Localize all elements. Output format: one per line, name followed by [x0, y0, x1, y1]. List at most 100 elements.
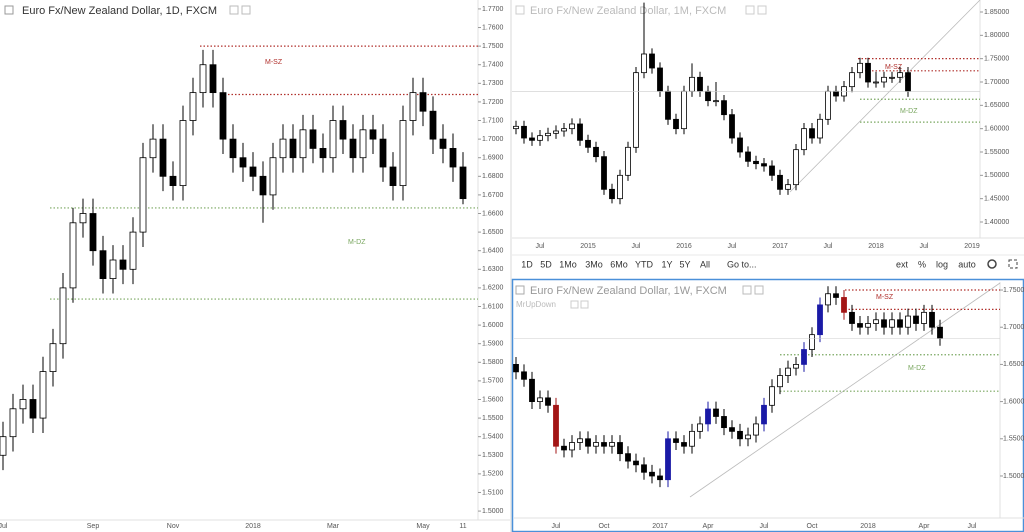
- x-tick-label: 2019: [964, 243, 980, 250]
- x-tick-label: Oct: [599, 523, 610, 530]
- candle-body: [849, 311, 855, 324]
- range-button[interactable]: 6Mo: [610, 259, 628, 269]
- candle-body: [673, 118, 679, 130]
- candle-body: [553, 130, 559, 134]
- y-tick-label: 1.5400: [482, 434, 504, 441]
- y-tick-label: 1.65000: [984, 102, 1009, 109]
- scale-option[interactable]: ext: [896, 259, 909, 269]
- scale-option[interactable]: %: [918, 259, 926, 269]
- candle-body: [689, 430, 695, 447]
- candle-body: [9, 408, 17, 438]
- candle-body: [0, 436, 7, 456]
- candle-body: [833, 90, 839, 97]
- candle-body: [369, 129, 377, 140]
- scale-option[interactable]: log: [936, 259, 948, 269]
- settings-gear[interactable]: [987, 259, 997, 269]
- range-button[interactable]: 3Mo: [585, 259, 603, 269]
- range-button[interactable]: 5Y: [679, 259, 690, 269]
- candle-body: [279, 138, 287, 159]
- close-icon[interactable]: [754, 285, 764, 295]
- range-button[interactable]: 1D: [521, 259, 533, 269]
- collapse-icon[interactable]: [515, 285, 525, 295]
- y-tick-label: 1.80000: [984, 32, 1009, 39]
- candle-body: [209, 64, 217, 94]
- x-tick-label: Jul: [824, 243, 833, 250]
- candle-body: [737, 430, 743, 440]
- candle-body: [379, 138, 387, 168]
- candle-body: [865, 62, 871, 83]
- candle-body: [841, 297, 847, 313]
- candle-body: [529, 137, 535, 141]
- candle-body: [873, 81, 879, 84]
- settings-icon[interactable]: [745, 5, 755, 15]
- candle-body: [319, 148, 327, 159]
- range-button[interactable]: All: [700, 259, 710, 269]
- candle-body: [585, 438, 591, 447]
- candle-body: [513, 125, 519, 130]
- candle-body: [817, 304, 823, 336]
- y-tick-label: 1.65000: [1003, 361, 1024, 368]
- candle-body: [873, 319, 879, 324]
- collapse-icon[interactable]: [515, 5, 525, 15]
- settings-icon[interactable]: [570, 300, 579, 309]
- candle-body: [199, 64, 207, 94]
- settings-icon[interactable]: [742, 285, 752, 295]
- candle-body: [179, 120, 187, 187]
- y-tick-label: 1.60000: [984, 126, 1009, 133]
- candle-body: [905, 72, 911, 92]
- candle-body: [657, 475, 663, 481]
- candle-body: [833, 293, 839, 298]
- y-tick-label: 1.6700: [482, 192, 504, 199]
- candle-body: [625, 146, 631, 176]
- candle-body: [745, 434, 751, 440]
- candle-body: [825, 293, 831, 306]
- zone-label: M-SZ: [876, 294, 894, 301]
- candle-body: [249, 166, 257, 177]
- settings-icon[interactable]: [229, 5, 239, 15]
- candle-body: [59, 287, 67, 345]
- candle-body: [449, 148, 457, 168]
- candle-body: [439, 138, 447, 149]
- candle-body: [49, 343, 57, 372]
- collapse-icon[interactable]: [4, 5, 14, 15]
- fullscreen-icon[interactable]: [1008, 259, 1018, 269]
- candle-body: [721, 416, 727, 429]
- candle-body: [729, 114, 735, 139]
- x-tick-label: Jul: [920, 243, 929, 250]
- candle-body: [219, 92, 227, 140]
- candle-body: [309, 129, 317, 149]
- close-icon[interactable]: [580, 300, 589, 309]
- range-button[interactable]: 1Mo: [559, 259, 577, 269]
- candle-body: [329, 120, 337, 159]
- candle-body: [913, 315, 919, 324]
- candle-body: [793, 149, 799, 186]
- close-icon[interactable]: [241, 5, 251, 15]
- candle-body: [633, 460, 639, 466]
- candle-body: [569, 442, 575, 451]
- candle-body: [753, 160, 759, 165]
- candle-body: [229, 138, 237, 159]
- candle-body: [697, 76, 703, 92]
- candle-body: [239, 157, 247, 168]
- y-tick-label: 1.5500: [482, 415, 504, 422]
- candle-body: [881, 319, 887, 328]
- scale-option[interactable]: auto: [958, 259, 976, 269]
- candle-body: [649, 53, 655, 69]
- candle-body: [737, 137, 743, 153]
- close-icon[interactable]: [757, 5, 767, 15]
- range-button[interactable]: YTD: [635, 259, 654, 269]
- y-tick-label: 1.50000: [984, 172, 1009, 179]
- candle-body: [149, 138, 157, 159]
- candle-body: [109, 259, 117, 279]
- candle-body: [897, 72, 903, 78]
- candle-body: [521, 125, 527, 139]
- y-tick-label: 1.7400: [482, 62, 504, 69]
- goto-button[interactable]: Go to...: [727, 259, 757, 269]
- y-tick-label: 1.7100: [482, 117, 504, 124]
- candle-body: [777, 174, 783, 190]
- range-button[interactable]: 1Y: [661, 259, 672, 269]
- x-tick-label: Nov: [167, 523, 180, 530]
- candle-body: [825, 90, 831, 120]
- y-tick-label: 1.75000: [984, 56, 1009, 63]
- range-button[interactable]: 5D: [540, 259, 552, 269]
